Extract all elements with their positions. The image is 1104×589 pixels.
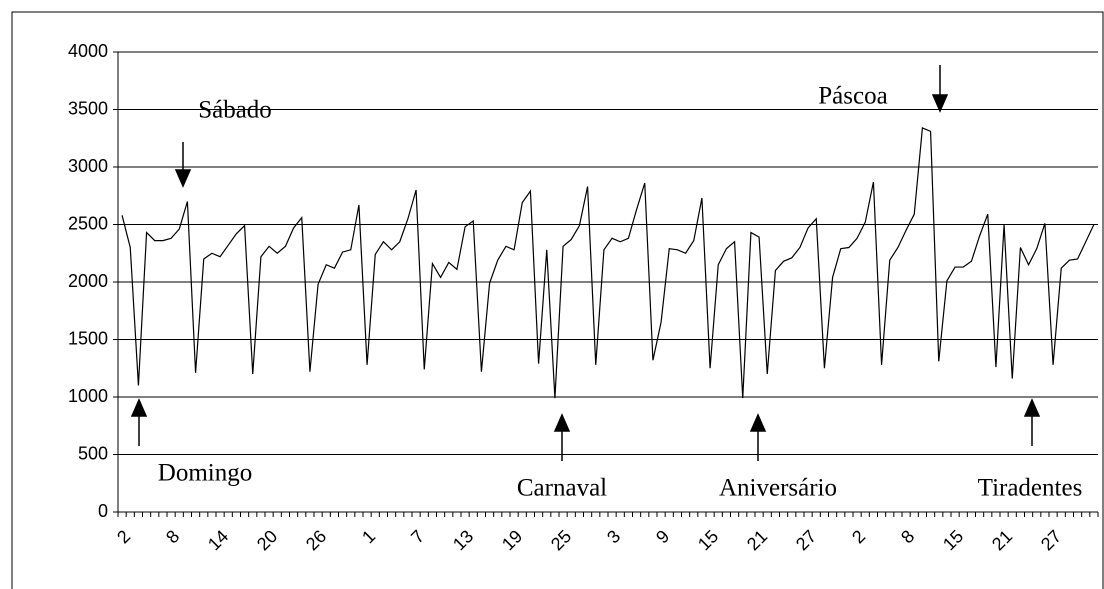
arrow-head xyxy=(130,398,148,417)
annotation: Aniversário xyxy=(719,475,837,502)
arrows xyxy=(130,65,1041,461)
annotation: Domingo xyxy=(158,460,252,487)
y-tick-label: 500 xyxy=(78,443,108,463)
annotation: Carnaval xyxy=(517,475,607,502)
annotation: Sábado xyxy=(198,97,272,124)
y-tick-label: 1500 xyxy=(68,328,108,348)
arrow-head xyxy=(931,94,949,113)
y-tick-label: 4000 xyxy=(68,41,108,61)
line xyxy=(121,127,1095,399)
y-tick-label: 3000 xyxy=(68,156,108,176)
y-tick-label: 1000 xyxy=(68,386,108,406)
annotation: Tiradentes xyxy=(978,475,1083,502)
y-tick-label: 2500 xyxy=(68,213,108,233)
y-tick-label: 0 xyxy=(98,501,108,521)
arrow-head xyxy=(1023,398,1041,417)
annotation: Páscoa xyxy=(818,83,887,110)
chart-border xyxy=(11,11,1104,589)
arrow-head xyxy=(174,169,192,188)
arrow-head xyxy=(553,413,571,432)
y-tick-label: 3500 xyxy=(68,98,108,118)
y-tick-label: 2000 xyxy=(68,271,108,291)
arrow-head xyxy=(749,413,767,432)
